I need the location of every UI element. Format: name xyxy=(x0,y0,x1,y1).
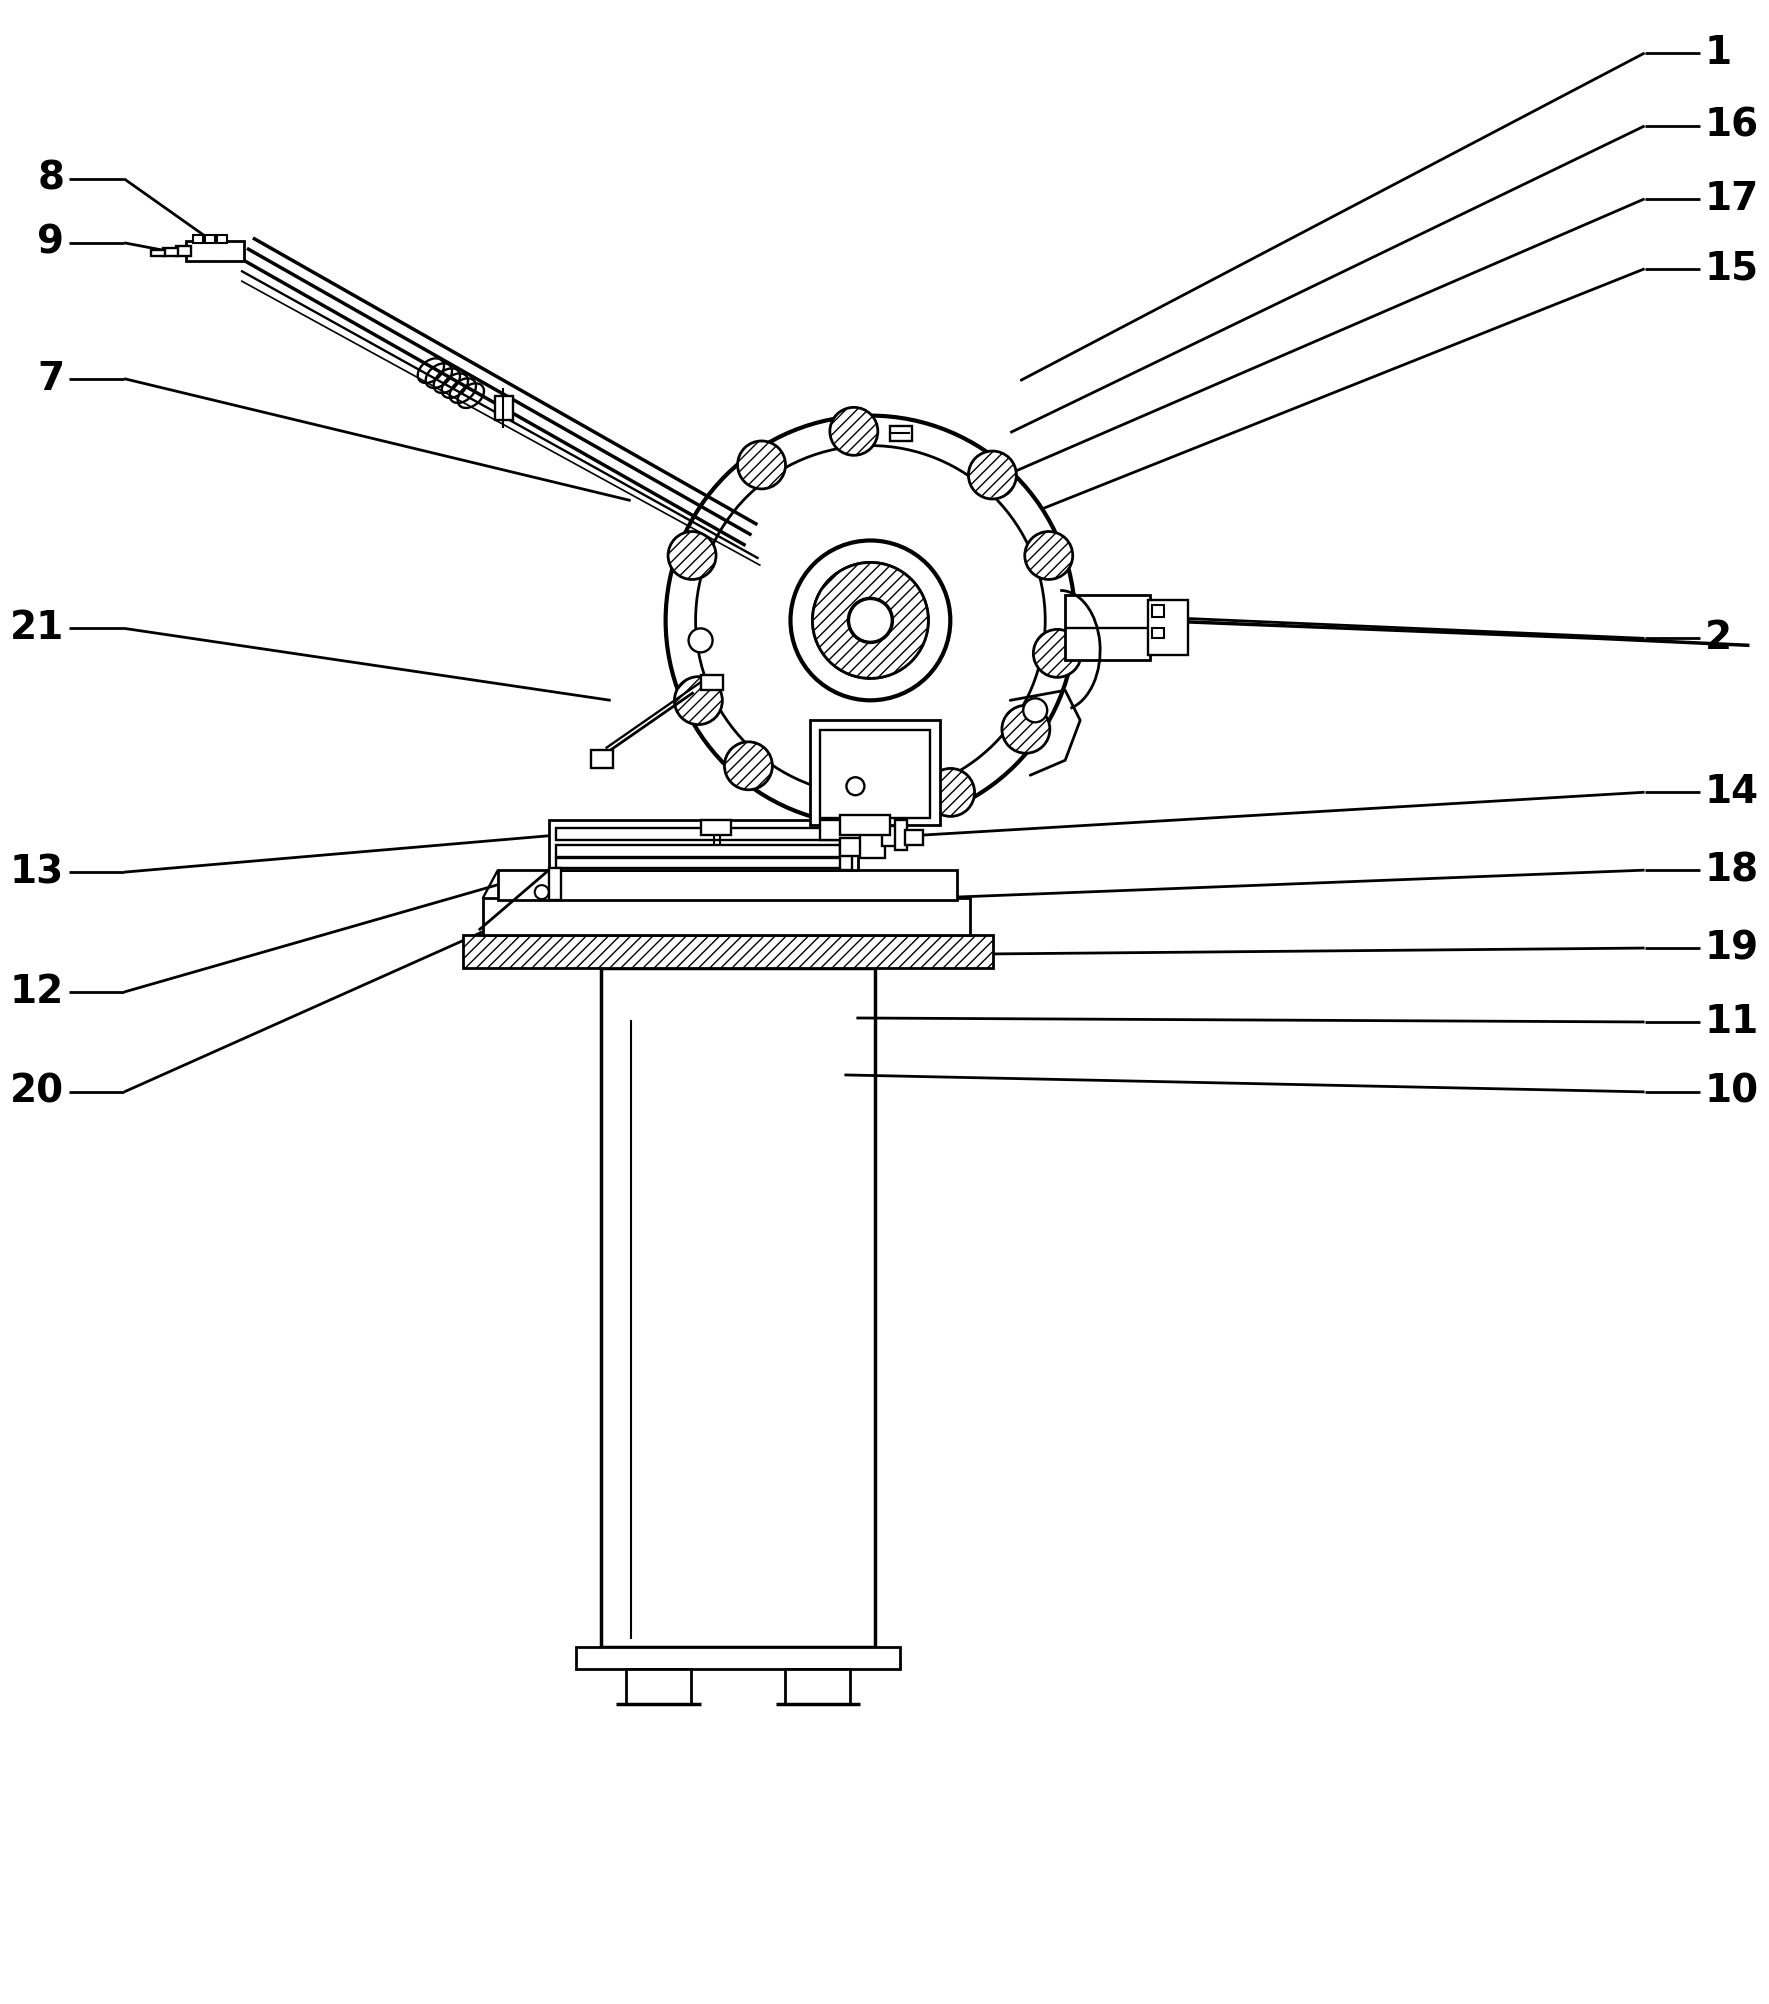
Bar xyxy=(701,675,722,689)
Circle shape xyxy=(1033,629,1081,677)
Bar xyxy=(895,820,907,850)
Bar xyxy=(495,395,513,419)
Bar xyxy=(555,828,851,840)
Bar xyxy=(840,816,890,836)
Text: 16: 16 xyxy=(1705,106,1758,144)
Circle shape xyxy=(849,599,892,643)
Circle shape xyxy=(814,784,862,832)
Circle shape xyxy=(1001,705,1049,754)
Text: 15: 15 xyxy=(1705,250,1758,289)
Text: 19: 19 xyxy=(1705,930,1758,968)
Text: 11: 11 xyxy=(1705,1002,1758,1040)
Bar xyxy=(840,838,865,856)
Bar xyxy=(186,240,244,261)
Circle shape xyxy=(665,415,1076,826)
Bar xyxy=(548,820,858,870)
Bar xyxy=(601,968,876,1647)
Text: 14: 14 xyxy=(1705,774,1758,812)
Bar xyxy=(591,749,612,768)
Circle shape xyxy=(688,629,713,653)
Bar xyxy=(883,826,900,846)
Bar xyxy=(890,425,913,441)
Circle shape xyxy=(1024,531,1072,579)
Bar xyxy=(906,830,923,846)
Circle shape xyxy=(1022,697,1047,721)
Bar xyxy=(785,1669,851,1703)
Circle shape xyxy=(846,778,865,796)
Bar xyxy=(1065,595,1150,661)
Bar xyxy=(860,820,884,858)
Bar xyxy=(548,868,561,900)
Bar xyxy=(1152,605,1164,617)
Text: 8: 8 xyxy=(37,160,64,198)
Bar xyxy=(840,820,853,870)
Bar xyxy=(163,248,179,257)
Polygon shape xyxy=(463,936,992,968)
Bar xyxy=(497,870,957,900)
Circle shape xyxy=(725,741,773,790)
Bar xyxy=(821,820,860,840)
Circle shape xyxy=(812,563,929,677)
Bar xyxy=(193,234,203,242)
Bar xyxy=(483,898,969,936)
Bar xyxy=(555,858,851,868)
Bar xyxy=(1152,629,1164,639)
Bar xyxy=(205,234,216,242)
Circle shape xyxy=(830,407,877,455)
Circle shape xyxy=(791,541,950,699)
Bar xyxy=(701,820,731,836)
Text: 7: 7 xyxy=(37,359,64,397)
Circle shape xyxy=(674,677,722,725)
Text: 10: 10 xyxy=(1705,1072,1758,1110)
Text: 9: 9 xyxy=(37,224,64,263)
Bar xyxy=(177,246,191,257)
Circle shape xyxy=(968,451,1017,499)
Bar xyxy=(575,1647,900,1669)
Circle shape xyxy=(927,768,975,816)
Text: 21: 21 xyxy=(11,609,64,647)
Text: 2: 2 xyxy=(1705,619,1732,657)
Bar xyxy=(1148,601,1189,655)
Circle shape xyxy=(669,531,716,579)
Text: 20: 20 xyxy=(11,1072,64,1110)
Circle shape xyxy=(812,563,929,677)
Bar xyxy=(810,719,941,826)
Text: 1: 1 xyxy=(1705,34,1732,72)
Bar xyxy=(626,1669,690,1703)
Text: 12: 12 xyxy=(11,974,64,1010)
Bar xyxy=(555,846,851,858)
Circle shape xyxy=(534,886,548,900)
Text: 13: 13 xyxy=(11,854,64,892)
Circle shape xyxy=(695,445,1045,796)
Text: 17: 17 xyxy=(1705,180,1758,218)
Bar xyxy=(150,250,165,257)
Bar xyxy=(218,234,226,242)
Circle shape xyxy=(738,441,785,489)
Bar xyxy=(821,729,930,818)
Text: 18: 18 xyxy=(1705,852,1758,890)
